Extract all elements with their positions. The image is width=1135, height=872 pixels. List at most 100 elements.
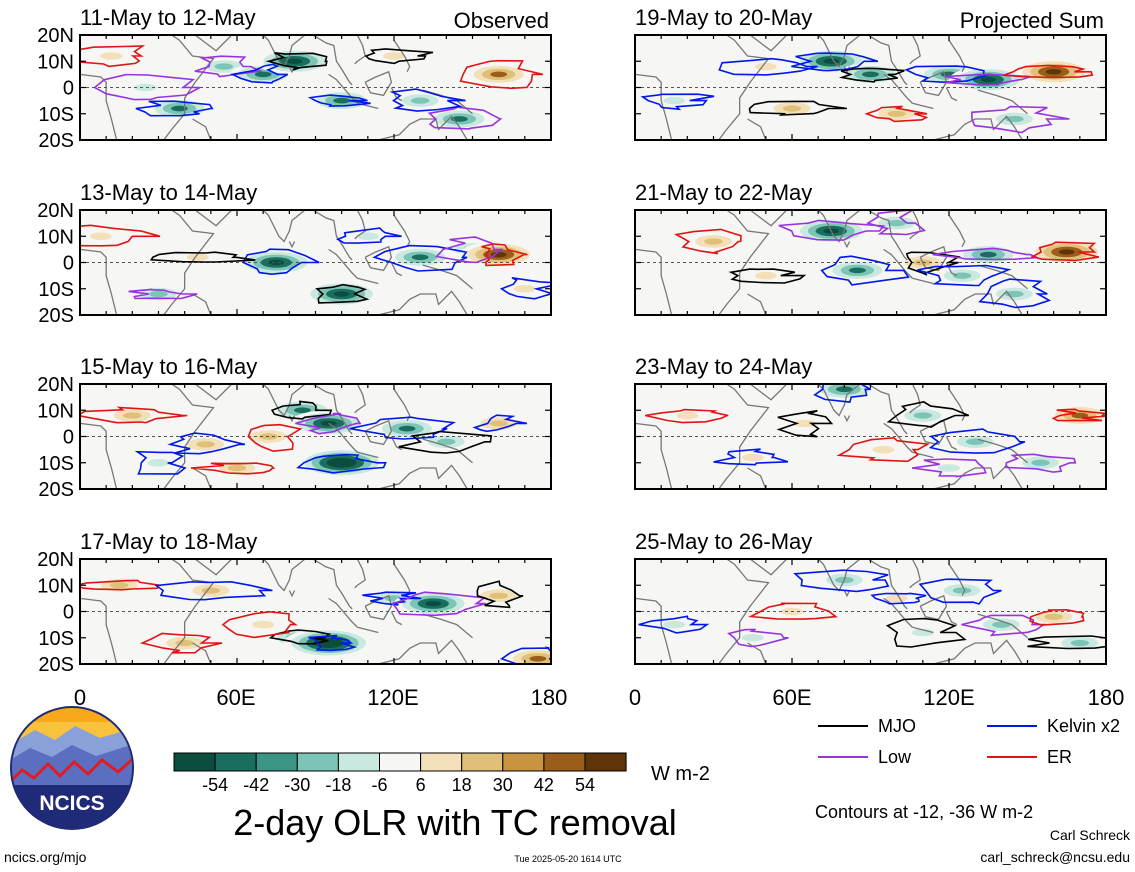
coastline [80,248,118,315]
olr-anomaly-shade [741,453,764,462]
lat-label: 0 [63,253,74,275]
panel-field [80,35,551,140]
wave-contour [918,578,1002,605]
wave-contour [364,48,434,65]
panel-title: 11-May to 12-May [80,5,256,30]
coastline [328,597,358,628]
olr-anomaly-shade [885,594,908,603]
coastline [843,590,851,598]
wave-contour [335,227,402,244]
coastline [364,419,393,446]
contour-note: Contours at -12, -36 W m-2 [815,802,1033,822]
wave-contour [645,408,729,424]
olr-anomaly-shade [356,232,379,241]
wave-contour [149,251,256,263]
wave-contour [194,55,263,78]
legend-label: Low [878,747,912,767]
wave-contour [308,634,358,652]
colorbar-label: 30 [493,775,513,795]
coastline [422,264,473,290]
figure-title: 2-day OLR with TC removal [233,802,676,843]
lat-label: 10S [38,453,74,475]
wave-contour [315,283,370,304]
olr-anomaly-shade [794,419,817,428]
lon-labels-left: 0 60E 120E 180 [74,685,567,710]
colorbar-swatch [296,752,339,772]
coastline [194,210,233,227]
wave-contour [481,243,528,267]
coastline [867,35,908,86]
wave-contour [167,432,246,455]
olr-anomaly-shade [862,71,879,78]
olr-anomaly-shade [489,592,508,599]
olr-anomaly-shade [201,587,221,594]
coastline [718,384,770,489]
wave-contour [1003,64,1094,79]
coastline [797,35,861,68]
coastline [948,39,966,73]
olr-anomaly-shade [938,464,960,472]
olr-panel-6: 23-May to 24-May [634,354,1107,490]
wave-contour [372,244,468,272]
coastline [883,422,913,453]
legend-label: ER [1047,747,1072,767]
olr-anomaly-shade [411,254,429,261]
olr-anomaly-shade [1031,459,1050,466]
wave-contour [905,251,961,276]
wave-contour [886,401,970,429]
lat-label: 20N [37,25,74,47]
coastline [192,118,212,140]
olr-anomaly-shade [887,219,906,227]
colorbar-swatch [420,752,463,772]
colorbar: -54 -42 -30 -18 -6 6 18 30 42 54 [173,752,627,795]
coastline [288,66,296,74]
footer-author: Carl Schreck [1050,827,1131,843]
colorbar-label: 18 [452,775,472,795]
wave-contour [916,264,1012,287]
coastline [354,559,366,589]
coastline [163,559,215,664]
wave-contour [190,462,276,475]
lon-label-0: 0 [629,685,641,710]
panel-tag: Projected Sum [960,8,1104,33]
olr-anomaly-shade [489,420,508,427]
olr-anomaly-shade [513,284,536,293]
wave-contour [499,277,551,300]
coastline [909,35,921,65]
coastline [364,594,393,621]
coastline [422,438,473,464]
wave-contour [247,423,303,453]
panel-field [635,210,1106,315]
colorbar-label: -54 [202,775,228,795]
panel-title: 21-May to 22-May [635,180,812,205]
wave-contour [229,63,289,84]
wave-contour [389,88,466,112]
coastline [328,422,358,453]
panel-field [635,384,1106,489]
coastline [163,35,215,140]
coastline [242,210,306,243]
wave-contour [1030,241,1099,262]
olr-anomaly-shade [980,77,997,83]
olr-anomaly-shade [254,71,272,78]
coastline [797,559,861,592]
olr-anomaly-shade [333,291,350,297]
olr-anomaly-shade [835,386,853,393]
colorbar-swatch [214,752,257,772]
olr-anomaly-shade [383,52,405,60]
olr-anomaly-shade [286,58,303,64]
coastline [357,277,379,285]
wave-contour [139,632,223,654]
panel-title: 25-May to 26-May [635,529,812,554]
olr-anomaly-shade [333,97,351,104]
coastline [357,626,379,634]
wave-contour [80,224,161,247]
wave-contour [728,268,807,284]
lat-label: 0 [63,602,74,624]
coastline [747,293,767,315]
olr-anomaly-shade [134,83,157,92]
wave-contour [961,614,1047,637]
coastline [328,248,358,279]
coastline [163,210,215,315]
colorbar-swatch [337,752,380,772]
